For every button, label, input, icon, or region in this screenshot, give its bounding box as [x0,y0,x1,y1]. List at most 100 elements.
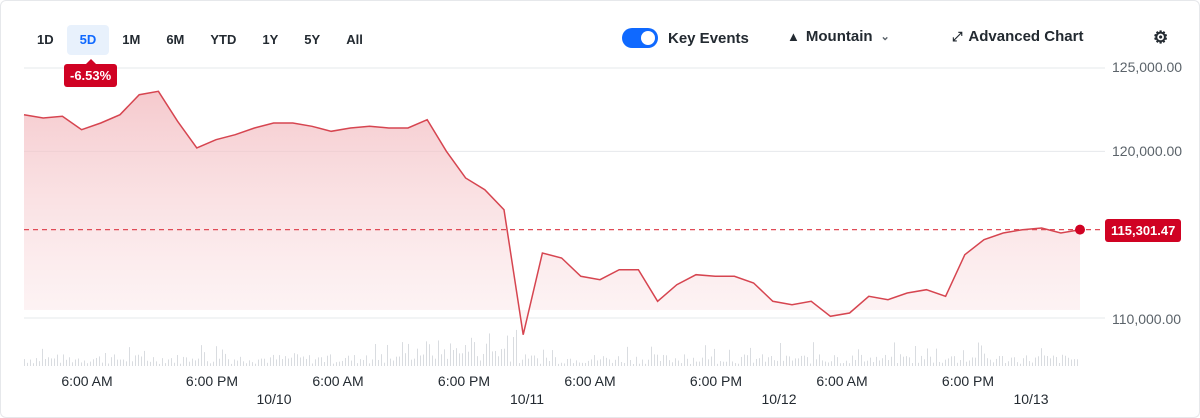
volume-bar [954,356,955,366]
volume-bar [972,357,973,366]
volume-bar [51,358,52,366]
volume-bar [426,341,427,366]
volume-bar [285,356,286,366]
volume-bar [531,355,532,366]
volume-bar [312,363,313,366]
range-1y[interactable]: 1Y [262,32,279,47]
range-1d[interactable]: 1D [37,32,54,47]
volume-bar [624,362,625,366]
volume-bar [78,358,79,366]
volume-bar [948,358,949,366]
volume-bar [549,361,550,366]
volume-bar [135,355,136,366]
volume-bar [234,359,235,366]
volume-bar [636,356,637,366]
volume-bar [852,355,853,366]
volume-bar [261,358,262,366]
volume-bar [891,356,892,366]
volume-bar [573,363,574,366]
settings-button[interactable]: ⚙ [1153,28,1168,48]
volume-bar [555,357,556,366]
chart-type-label: Mountain [805,28,873,45]
range-1m[interactable]: 1M [122,32,141,47]
volume-bar [717,363,718,366]
volume-bar [195,360,196,366]
volume-bar [204,352,205,366]
volume-bar [249,360,250,366]
range-5y[interactable]: 5Y [304,32,321,47]
volume-bar [423,354,424,366]
volume-bar [603,356,604,366]
volume-bar [183,356,184,366]
current-price-dot [1075,224,1085,235]
volume-bar [942,362,943,366]
volume-bar [741,356,742,366]
chart-type-dropdown[interactable]: ▲ Mountain ⌄ [787,28,890,45]
volume-bar [621,361,622,366]
volume-bar [489,333,490,366]
volume-bar [375,343,376,366]
volume-bar [546,357,547,366]
volume-bar [270,357,271,366]
volume-bar [810,363,811,366]
volume-bar [858,349,859,366]
advanced-chart-button[interactable]: ⤢ Advanced Chart [952,28,1083,45]
volume-bar [363,359,364,366]
volume-bar [414,358,415,366]
volume-bar [726,361,727,366]
volume-bar [834,355,835,366]
volume-bar [63,354,64,366]
volume-bar [918,362,919,366]
range-all[interactable]: All [346,32,363,47]
volume-bar [237,360,238,366]
volume-bar [327,355,328,366]
gear-icon: ⚙ [1153,28,1169,47]
volume-bar [495,350,496,366]
volume-bar [231,363,232,366]
volume-bar [345,358,346,366]
volume-bar [756,358,757,366]
range-ytd[interactable]: YTD [210,32,237,47]
volume-bar [228,359,229,366]
volume-bar [504,348,505,366]
volume-bar [81,362,82,366]
volume-bar [702,357,703,366]
volume-bar [660,360,661,366]
volume-bar [351,360,352,366]
volume-bar [696,361,697,366]
range-5d[interactable]: 5D [66,25,110,55]
toggle-switch[interactable] [622,28,658,48]
volume-bar [75,359,76,366]
volume-bar [240,356,241,366]
volume-bar [198,358,199,366]
x-tick-label: 6:00 PM [690,373,742,389]
volume-bar [189,361,190,366]
volume-bar [93,359,94,366]
volume-bar [711,356,712,366]
volume-bar [90,361,91,366]
volume-bar [582,362,583,366]
key-events-label: Key Events [668,29,749,47]
volume-bar [84,360,85,366]
volume-bar [324,361,325,366]
volume-bar [342,360,343,366]
volume-bar [723,361,724,366]
volume-bar [1059,363,1060,366]
volume-bar [777,360,778,366]
volume-bar [273,354,274,366]
volume-bar [993,362,994,366]
volume-bar [951,356,952,366]
volume-bar [867,360,868,366]
volume-bar [525,354,526,366]
volume-bar [213,361,214,366]
volume-bar [483,353,484,366]
key-events-toggle[interactable]: Key Events [622,28,749,48]
volume-bar [1008,361,1009,366]
volume-bar [762,354,763,366]
volume-bar [729,349,730,366]
volume-bar [585,362,586,366]
volume-bar [879,360,880,366]
volume-bar [699,361,700,366]
range-6m[interactable]: 6M [166,32,185,47]
volume-bar [225,353,226,366]
